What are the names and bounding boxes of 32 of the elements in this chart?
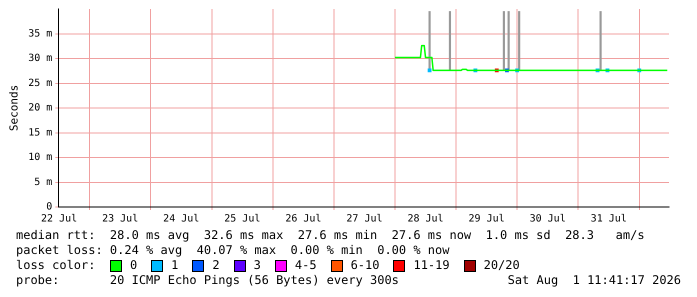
legend-label: 20/20 [484,258,520,273]
legend-label: 1 [171,258,178,273]
legend-label: 4-5 [294,258,317,273]
x-tick-label: 27 Jul [346,214,383,225]
y-tick-label: 25 m [28,78,52,89]
y-tick-label: 35 m [28,28,52,40]
legend-label: 11-19 [413,258,450,273]
text: Sat Aug 1 11:41:17 2026 [508,273,681,288]
legend-title: loss color: [16,258,96,273]
x-tick-label: 22 Jul [41,214,78,225]
legend-label: 0 [130,258,138,273]
text: packet loss: 0.24 % avg 40.07 % max 0.00 % min 0.00 % now [16,243,450,258]
y-axis-title: Seconds [7,84,20,132]
x-tick-label: 31 Jul [590,214,627,225]
x-tick-label: 23 Jul [102,214,138,225]
y-tick-label: 0 [46,202,52,213]
x-tick-label: 30 Jul [530,214,566,225]
x-tick-label: 25 Jul [224,214,260,225]
x-tick-label: 24 Jul [163,214,200,225]
legend-label: 2 [212,258,220,273]
x-tick-label: 29 Jul [468,214,505,225]
y-tick-label: 15 m [28,127,52,138]
x-tick-label: 26 Jul [285,214,322,225]
y-tick-label: 5 m [34,176,52,188]
y-tick-label: 30 m [28,53,52,64]
text: median rtt: 28.0 ms avg 32.6 ms max 27.6 ms min 27.6 ms now 1.0 ms sd 28.3 am/s [16,228,646,243]
y-tick-label: 20 m [28,102,52,114]
y-tick-label: 10 m [28,152,52,164]
text: probe: 20 ICMP Echo Pings (56 Bytes) every 300s [16,273,399,288]
legend-label: 6-10 [350,258,380,273]
x-tick-label: 28 Jul [407,214,444,225]
legend-label: 3 [254,258,261,273]
